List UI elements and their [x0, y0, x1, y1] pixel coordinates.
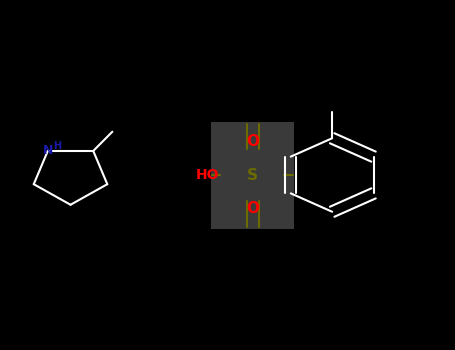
Text: O: O	[246, 201, 259, 216]
Text: O: O	[246, 134, 259, 149]
Text: N: N	[43, 145, 53, 158]
Text: HO: HO	[195, 168, 219, 182]
Text: H: H	[53, 141, 61, 151]
Text: S: S	[247, 168, 258, 182]
FancyBboxPatch shape	[211, 121, 294, 229]
